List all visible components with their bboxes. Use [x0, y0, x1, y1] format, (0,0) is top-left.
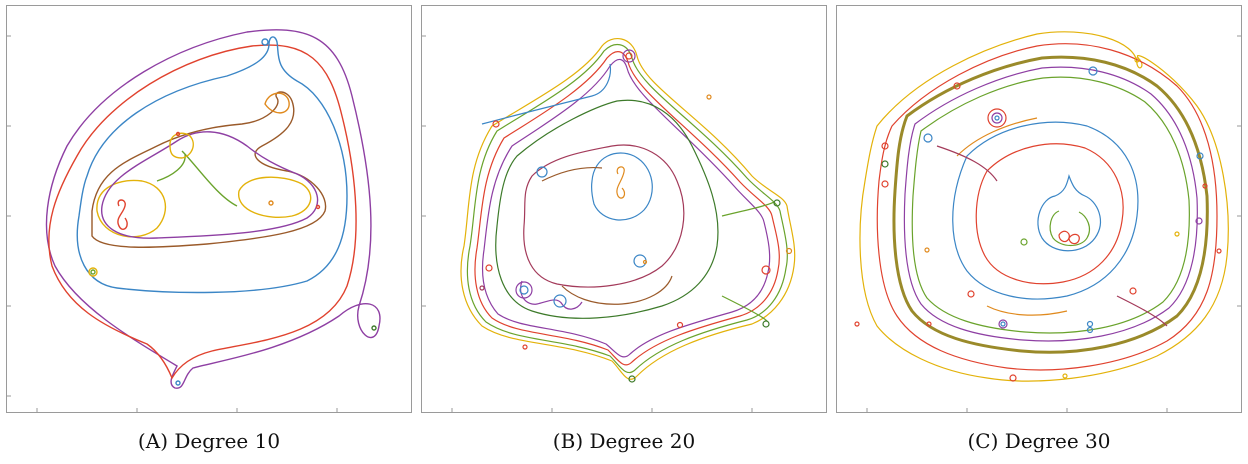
caption-b-text: Degree 20 [589, 429, 696, 453]
axis-ticks [866, 35, 1241, 412]
panel-b [421, 5, 827, 413]
curve-red-inner [975, 143, 1124, 285]
curve-brown [541, 166, 673, 305]
curve-gold-loop-left [96, 179, 167, 238]
panel-c-plot [854, 31, 1241, 412]
axis-ticks [7, 35, 338, 412]
curve-green-link [156, 150, 238, 207]
level-curves [854, 31, 1229, 382]
panel-b-plot [422, 35, 796, 412]
caption-a-text: Degree 10 [174, 429, 281, 453]
curve-blue-teardrop [1037, 173, 1101, 252]
curve-green-teardrop [1049, 210, 1091, 247]
curve-orange-loop [264, 92, 290, 114]
panel-a [6, 5, 412, 413]
curve-outer-3 [474, 51, 780, 366]
curve-red-outer [48, 44, 357, 380]
curve-gold-outer [859, 31, 1229, 382]
caption-b: (B) Degree 20 [552, 429, 696, 453]
curve-blue-mid [76, 36, 348, 294]
curve-outer-1 [460, 38, 796, 380]
curve-purple-outer [45, 29, 381, 389]
panel-a-plot [7, 29, 381, 412]
curve-purple-lobe [520, 280, 583, 310]
curve-maroon-inner [523, 144, 685, 288]
curve-blue-inner [952, 121, 1139, 300]
curve-gold-loop-right [238, 176, 312, 218]
curve-olive-band [892, 55, 1209, 354]
curve-brown-inner [91, 91, 327, 248]
curve-red-figure8 [117, 199, 128, 230]
caption-a: (A) Degree 10 [137, 429, 281, 453]
caption-c-letter: C [975, 429, 991, 453]
curve-gold-small [169, 132, 194, 159]
caption-b-letter: B [560, 429, 576, 453]
level-curves [45, 29, 381, 389]
curve-maroon-link [936, 145, 1168, 327]
curve-red-outer [876, 43, 1218, 371]
curve-green-band [911, 76, 1190, 334]
curve-purple-inner [101, 131, 319, 239]
curve-orange-link [956, 117, 1068, 316]
curve-purple-band [903, 66, 1198, 342]
curve-outer-2 [466, 44, 788, 374]
level-curves [460, 38, 796, 383]
panel-c [836, 5, 1242, 413]
caption-c: (C) Degree 30 [967, 429, 1111, 453]
curve-orange-fig8 [616, 166, 626, 199]
axis-ticks [422, 35, 753, 412]
caption-c-text: Degree 30 [1004, 429, 1111, 453]
curve-green-link [721, 201, 775, 322]
caption-a-letter: A [145, 429, 161, 453]
curve-outer-4 [481, 58, 771, 358]
curve-red-fig8 [1058, 230, 1080, 245]
curve-dark-green [495, 99, 719, 319]
curve-blue-link [481, 63, 612, 125]
curve-blue-circle [591, 152, 653, 221]
